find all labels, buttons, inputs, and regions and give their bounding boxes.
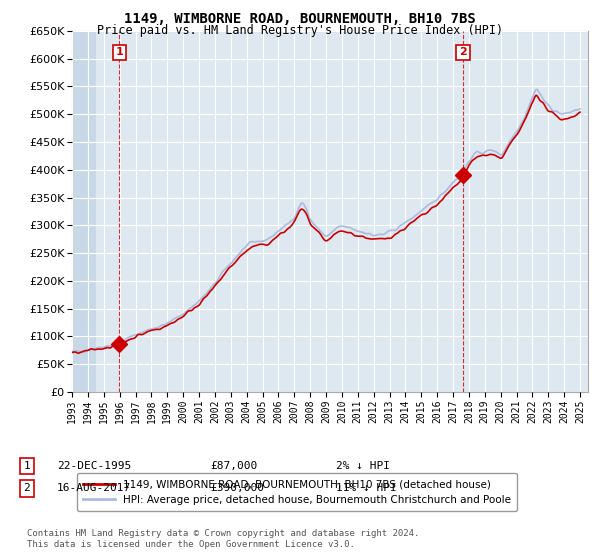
Bar (72, 31, 96, 392)
Text: 16-AUG-2017: 16-AUG-2017 (57, 483, 131, 493)
Text: 11% ↓ HPI: 11% ↓ HPI (336, 483, 397, 493)
Text: 2: 2 (23, 483, 31, 493)
Text: 2% ↓ HPI: 2% ↓ HPI (336, 461, 390, 471)
Text: 1: 1 (115, 48, 123, 58)
Text: 2: 2 (459, 48, 467, 58)
Text: £87,000: £87,000 (210, 461, 257, 471)
Text: 22-DEC-1995: 22-DEC-1995 (57, 461, 131, 471)
Text: 1149, WIMBORNE ROAD, BOURNEMOUTH, BH10 7BS: 1149, WIMBORNE ROAD, BOURNEMOUTH, BH10 7… (124, 12, 476, 26)
Text: 1: 1 (23, 461, 31, 471)
Text: £390,000: £390,000 (210, 483, 264, 493)
Legend: 1149, WIMBORNE ROAD, BOURNEMOUTH, BH10 7BS (detached house), HPI: Average price,: 1149, WIMBORNE ROAD, BOURNEMOUTH, BH10 7… (77, 473, 517, 511)
Text: Price paid vs. HM Land Registry's House Price Index (HPI): Price paid vs. HM Land Registry's House … (97, 24, 503, 37)
Text: Contains HM Land Registry data © Crown copyright and database right 2024.
This d: Contains HM Land Registry data © Crown c… (27, 529, 419, 549)
